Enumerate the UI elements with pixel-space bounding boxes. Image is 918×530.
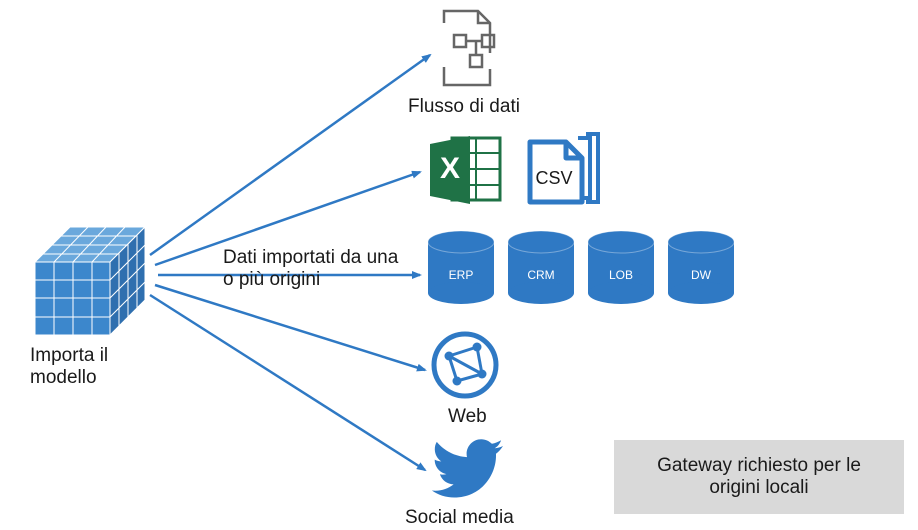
csv-text: CSV — [535, 168, 572, 188]
gateway-note: Gateway richiesto per le origini locali — [614, 440, 904, 514]
csv-icon: CSV — [524, 130, 604, 210]
excel-letter: X — [440, 152, 460, 185]
database-row: ERP CRM LOB DW — [426, 230, 736, 305]
database-label: DW — [666, 268, 736, 282]
dataflow-label: Flusso di dati — [408, 95, 520, 119]
database-cylinder: ERP — [426, 230, 496, 305]
web-label: Web — [448, 405, 487, 429]
web-icon — [430, 330, 500, 405]
excel-csv-group: X CSV — [426, 130, 604, 210]
social-label: Social media — [405, 506, 514, 530]
database-cylinder: DW — [666, 230, 736, 305]
database-label: CRM — [506, 268, 576, 282]
social-icon — [430, 438, 505, 505]
database-label: LOB — [586, 268, 656, 282]
middle-arrow-label: Dati importati da una o più origini — [223, 247, 413, 291]
database-label: ERP — [426, 268, 496, 282]
database-cylinder: LOB — [586, 230, 656, 305]
database-cylinder: CRM — [506, 230, 576, 305]
diagram-stage: Importa il modello Dati importati da una… — [0, 0, 918, 528]
import-model-label: Importa il modello — [30, 345, 170, 389]
excel-icon: X — [426, 130, 506, 210]
import-model-icon — [30, 222, 150, 347]
dataflow-icon — [438, 5, 508, 95]
gateway-note-text: Gateway richiesto per le origini locali — [630, 455, 888, 499]
